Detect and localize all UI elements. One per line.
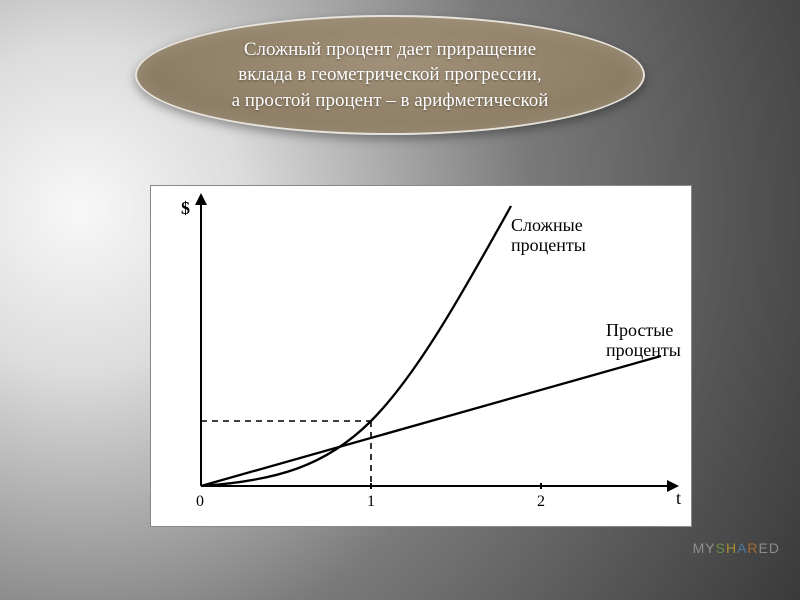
simple-label: Простые проценты: [606, 320, 681, 360]
y-axis-label: $: [181, 198, 190, 218]
watermark: MYSHARED: [693, 540, 780, 556]
x-tick-label-1: 1: [367, 493, 375, 510]
callout-line3: а простой процент – в арифметической: [232, 90, 549, 111]
watermark-a: A: [737, 540, 747, 556]
simple-label-l2: проценты: [606, 340, 681, 360]
x-axis-label: t: [676, 488, 681, 508]
compound-interest-curve: [201, 206, 511, 486]
x-tick-label-0: 0: [196, 493, 204, 510]
watermark-s: S: [716, 540, 726, 556]
callout-line1: Сложный процент дает приращение: [244, 39, 536, 60]
callout-line2: вклада в геометрической прогрессии,: [238, 64, 541, 85]
chart-svg: $ t 0 1 2 Сложные проценты Простые проце…: [151, 186, 691, 526]
callout-text: Сложный процент дает приращение вклада в…: [232, 37, 549, 114]
chart-panel: $ t 0 1 2 Сложные проценты Простые проце…: [150, 185, 692, 527]
watermark-prefix: MY: [693, 540, 716, 556]
compound-label-l1: Сложные: [511, 215, 583, 235]
watermark-suffix: ED: [759, 540, 780, 556]
simple-label-l1: Простые: [606, 320, 673, 340]
watermark-r: R: [747, 540, 758, 556]
watermark-h: H: [726, 540, 737, 556]
x-tick-label-2: 2: [537, 493, 545, 510]
slide-background: Сложный процент дает приращение вклада в…: [0, 0, 800, 600]
compound-label: Сложные проценты: [511, 215, 587, 255]
compound-label-l2: проценты: [511, 235, 586, 255]
title-callout: Сложный процент дает приращение вклада в…: [135, 15, 645, 135]
